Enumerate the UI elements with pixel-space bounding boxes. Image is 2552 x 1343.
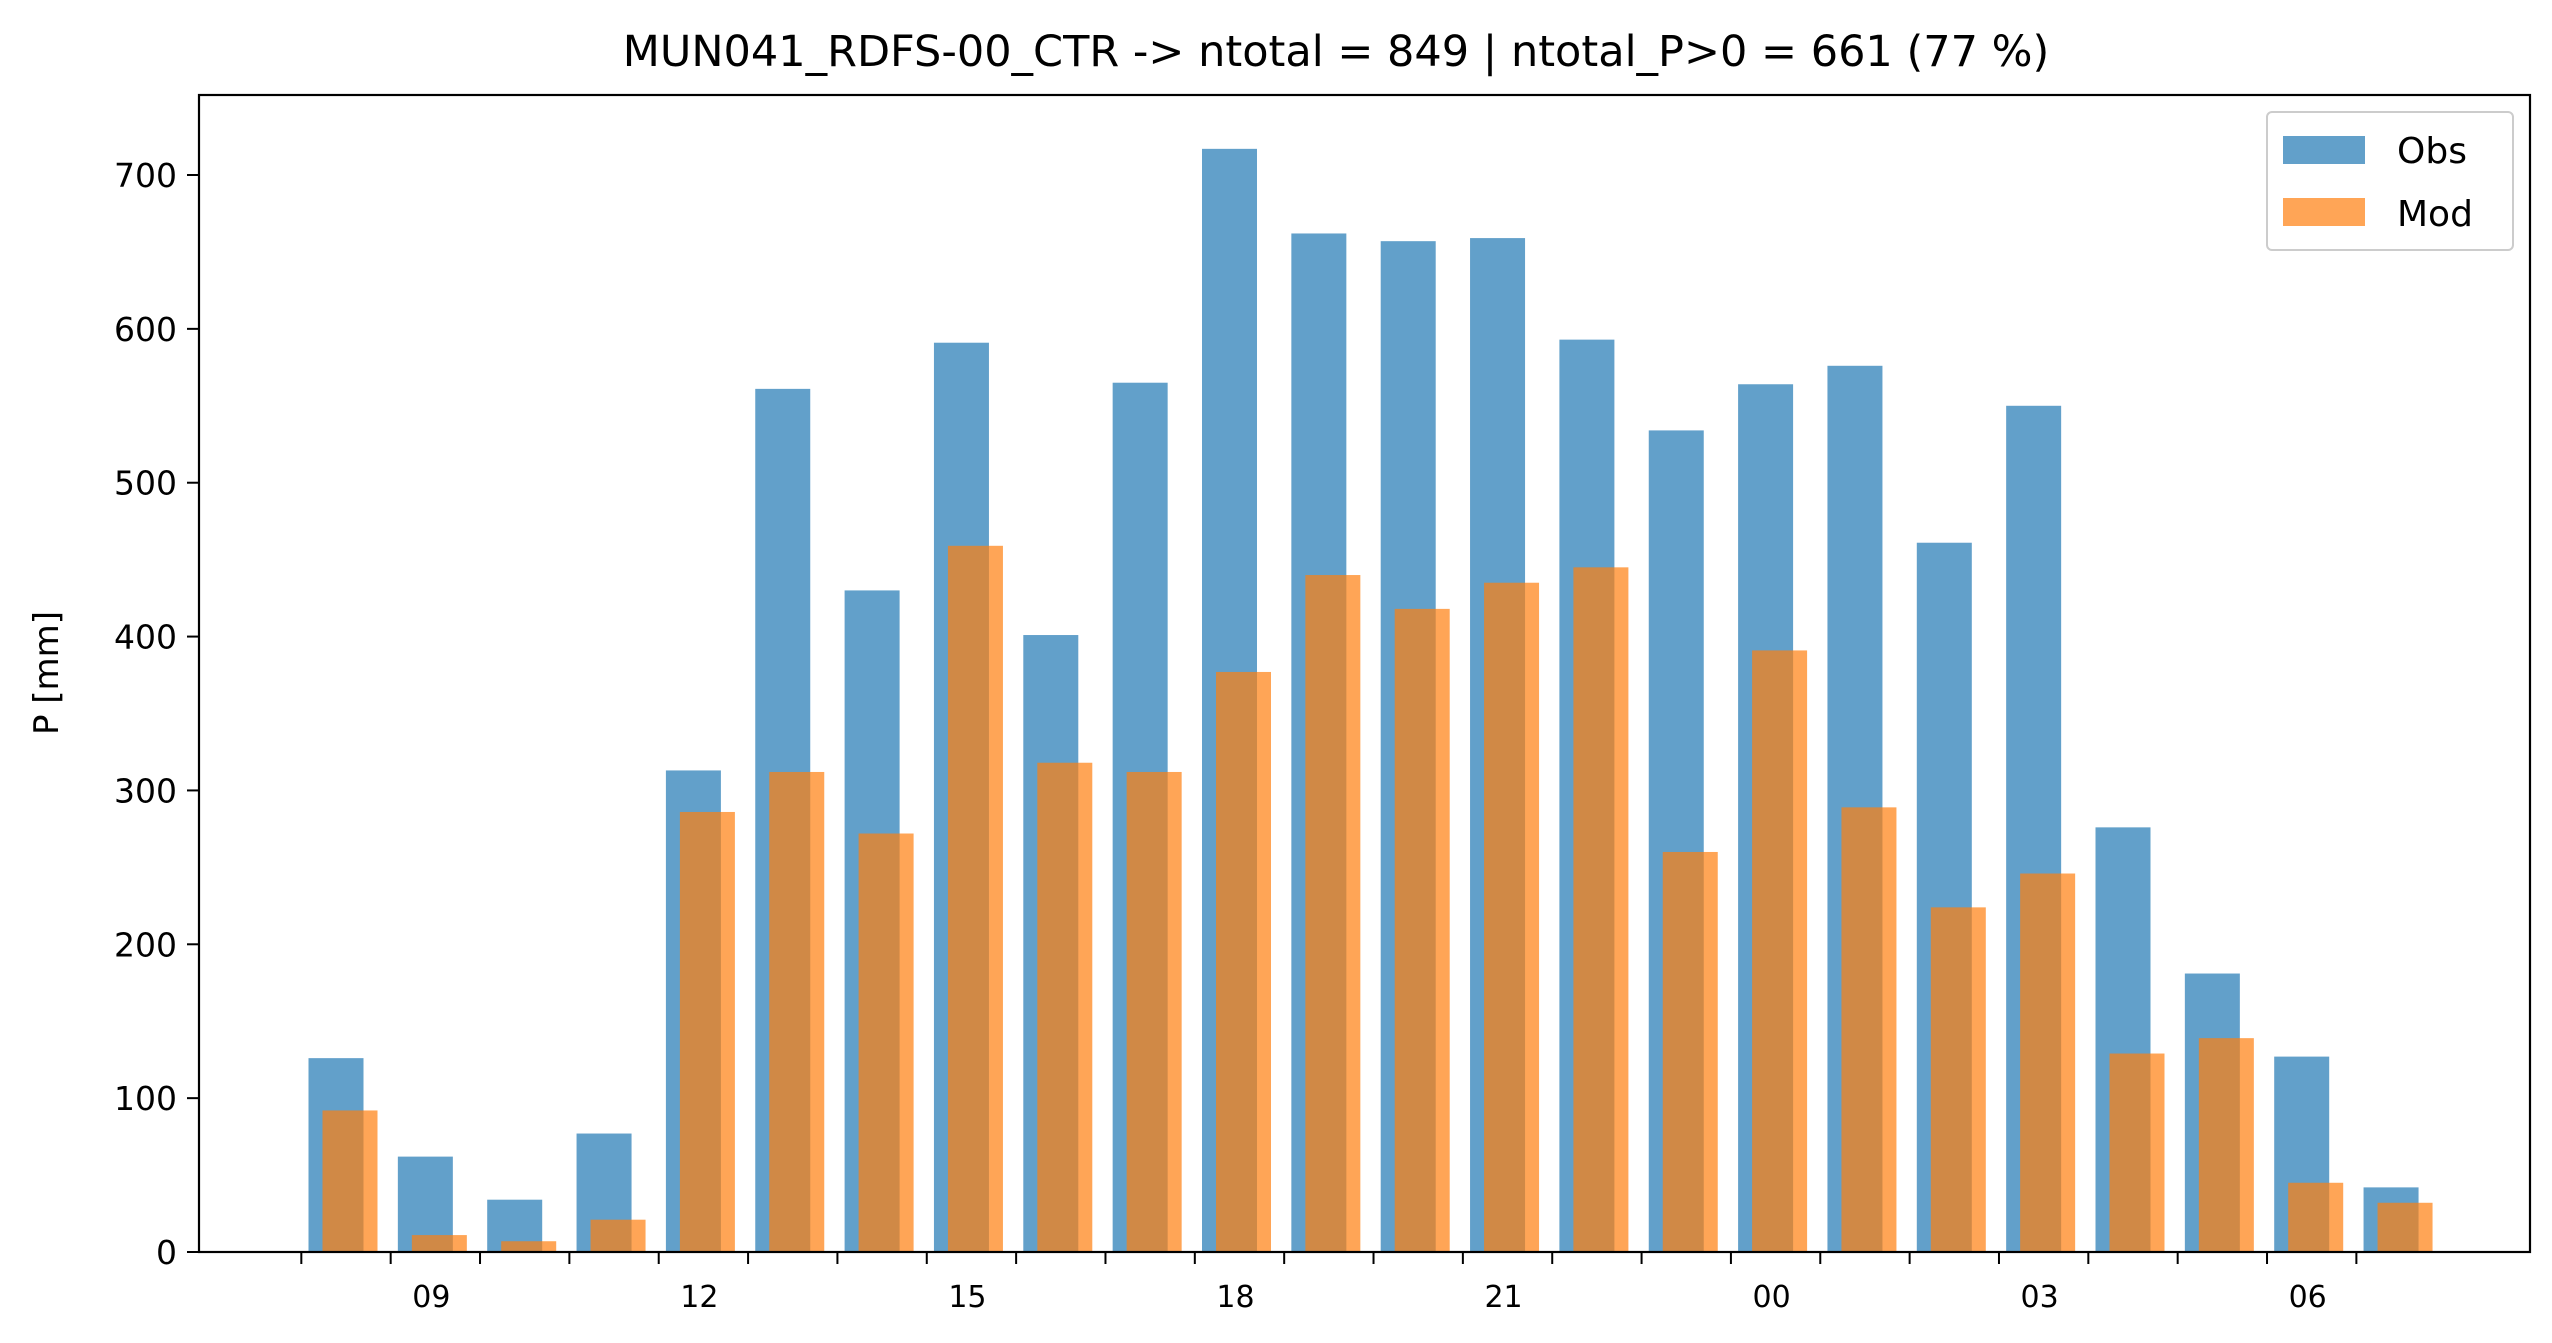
bar-mod-17	[1126, 771, 1182, 1252]
bar-mod-14	[858, 833, 914, 1252]
y-tick-label-100: 100	[114, 1079, 177, 1118]
x-tick-label-21: 21	[1484, 1280, 1522, 1315]
x-tick-label-12: 12	[680, 1280, 718, 1315]
x-tick-label-15: 15	[948, 1280, 986, 1315]
y-tick-label-0: 0	[156, 1233, 177, 1272]
bar-mod-08	[322, 1110, 378, 1252]
bar-mod-13	[769, 771, 825, 1252]
legend-swatch-obs	[2283, 136, 2365, 164]
bar-mod-00	[1752, 650, 1808, 1252]
chart-title: MUN041_RDFS-00_CTR -> ntotal = 849 | nto…	[623, 27, 2050, 77]
bar-mod-21	[1484, 582, 1540, 1252]
bar-mod-15	[947, 545, 1003, 1252]
bar-mod-03	[2020, 873, 2076, 1252]
y-axis-label: P [mm]	[27, 611, 67, 735]
bar-mod-11	[590, 1219, 646, 1252]
x-tick-label-03: 03	[2021, 1280, 2059, 1315]
legend: Obs Mod	[2266, 111, 2514, 251]
bar-mod-07	[2377, 1202, 2433, 1252]
y-tick-label-200: 200	[114, 925, 177, 964]
bar-mod-04	[2109, 1053, 2165, 1252]
bar-mod-12	[679, 811, 735, 1252]
bar-mod-05	[2198, 1038, 2254, 1252]
bar-mod-10	[501, 1241, 557, 1252]
bar-mod-22	[1573, 567, 1629, 1252]
y-tick-label-400: 400	[114, 618, 177, 657]
bar-mod-20	[1394, 608, 1450, 1252]
y-tick-label-500: 500	[114, 464, 177, 503]
y-tick-label-700: 700	[114, 156, 177, 195]
y-tick-label-300: 300	[114, 771, 177, 810]
x-tick-label-09: 09	[412, 1280, 450, 1315]
x-tick-label-06: 06	[2289, 1280, 2327, 1315]
bar-mod-16	[1037, 762, 1093, 1252]
bar-mod-19	[1305, 575, 1361, 1252]
legend-frame	[2266, 111, 2514, 251]
legend-swatch-mod	[2283, 198, 2365, 226]
bars-layer	[308, 148, 2433, 1253]
y-axis: 0 100 200 300 400 500 600 700	[114, 156, 199, 1272]
x-tick-label-00: 00	[1753, 1280, 1791, 1315]
bar-mod-01	[1841, 807, 1897, 1252]
x-axis: 09 12 15 18 21 00 03 06	[300, 1252, 2358, 1315]
legend-label-obs: Obs	[2397, 131, 2467, 172]
bar-mod-09	[411, 1235, 467, 1252]
plot-frame	[197, 93, 2532, 1254]
bar-mod-18	[1216, 671, 1271, 1252]
legend-label-mod: Mod	[2397, 194, 2473, 235]
bar-mod-23	[1662, 851, 1718, 1252]
y-tick-label-600: 600	[114, 310, 177, 349]
x-tick-label-18: 18	[1216, 1280, 1254, 1315]
bar-mod-02	[1930, 907, 1986, 1252]
bar-mod-06	[2288, 1182, 2344, 1252]
